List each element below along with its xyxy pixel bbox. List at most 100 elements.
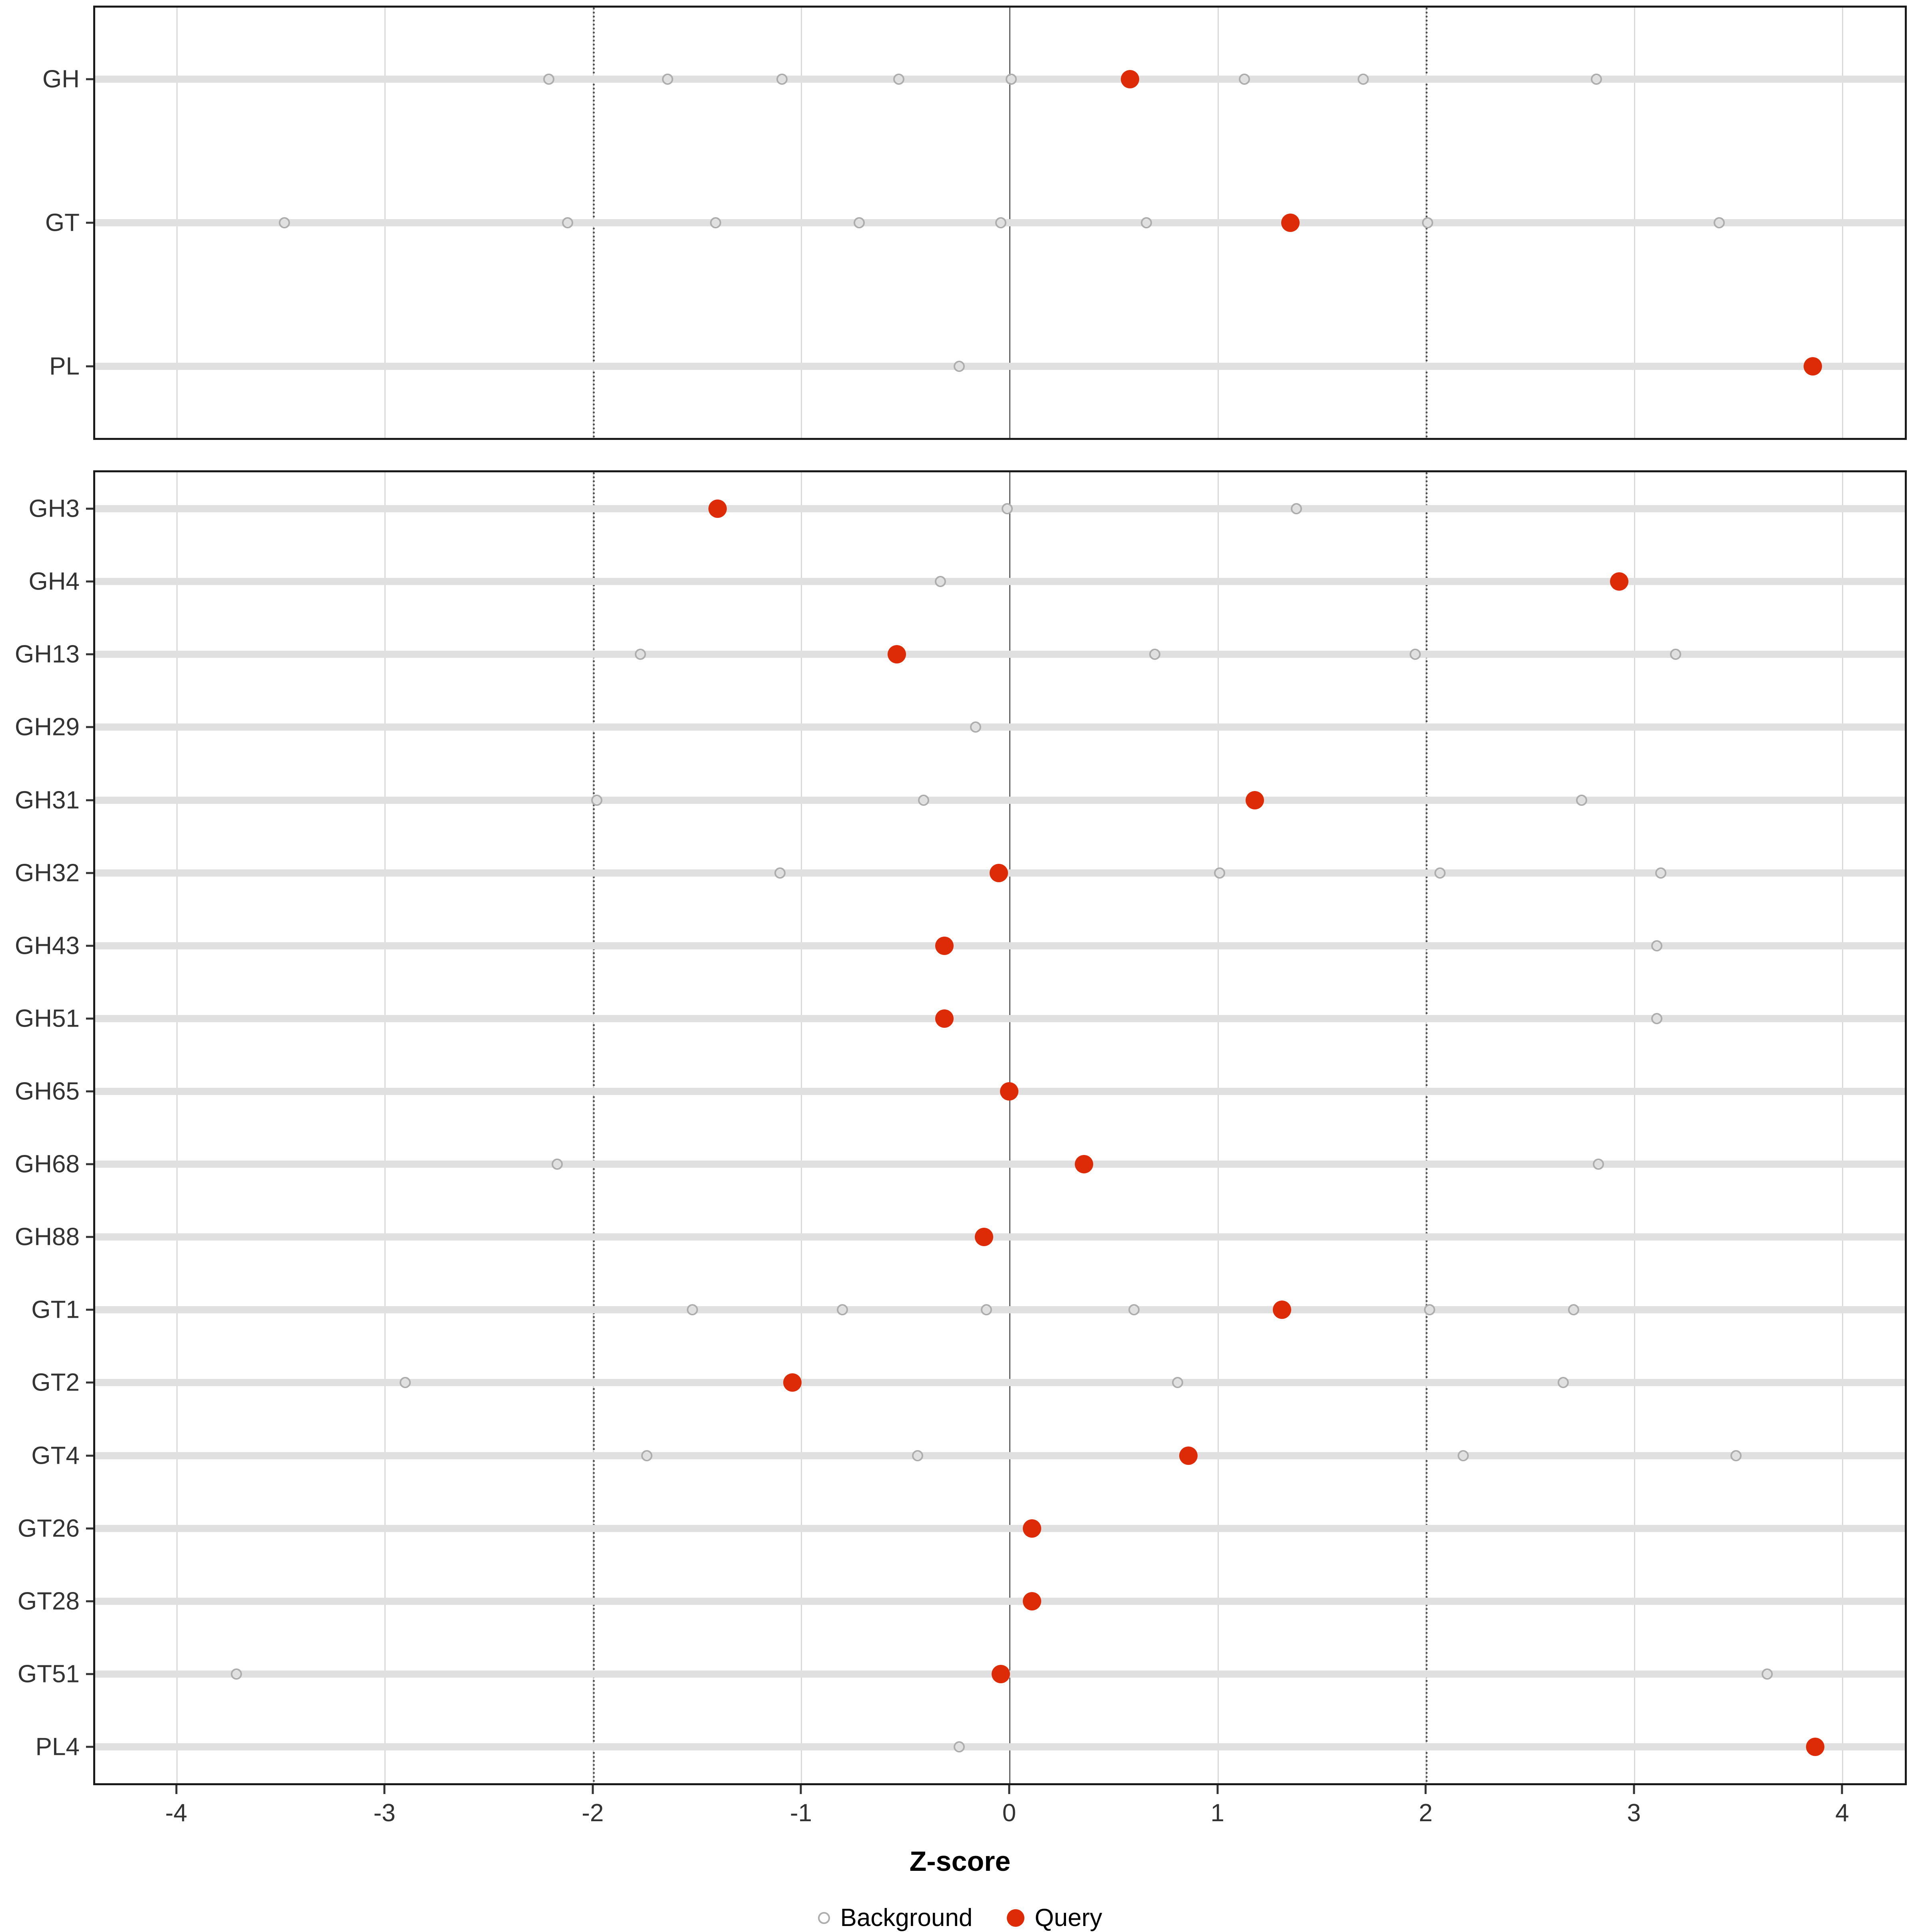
background-point <box>591 794 602 806</box>
query-point <box>1281 214 1300 232</box>
background-point <box>1434 867 1446 879</box>
y-axis-label-GT4: GT4 <box>31 1442 80 1469</box>
y-axis-label-PL: PL <box>49 352 80 380</box>
background-point <box>662 74 673 85</box>
row-band-GT26 <box>95 1524 1905 1532</box>
query-point <box>1272 1301 1291 1319</box>
legend-label-background: Background <box>840 1904 973 1932</box>
y-axis-label-GT2: GT2 <box>31 1369 80 1397</box>
background-point <box>1357 74 1369 85</box>
background-point <box>1149 649 1161 660</box>
query-point <box>1023 1519 1042 1538</box>
background-point <box>231 1668 242 1680</box>
query-point <box>1804 357 1822 376</box>
query-point <box>887 645 906 664</box>
y-tick-GH68 <box>86 1163 93 1165</box>
query-point <box>708 499 727 518</box>
y-axis-label-GH68: GH68 <box>15 1150 80 1178</box>
gridline-x-0 <box>1009 472 1010 1783</box>
y-tick-GT26 <box>86 1527 93 1530</box>
y-tick-PL4 <box>86 1746 93 1748</box>
query-point <box>1023 1592 1042 1610</box>
panel-family-level <box>93 470 1907 1785</box>
y-axis-label-GH51: GH51 <box>15 1005 80 1033</box>
background-point <box>1557 1377 1569 1389</box>
y-tick-GT28 <box>86 1600 93 1602</box>
x-tick-label--3: -3 <box>373 1799 396 1827</box>
y-tick-GH4 <box>86 580 93 583</box>
plot-area-family-level <box>95 472 1905 1783</box>
background-point <box>837 1304 848 1316</box>
x-tick-label--2: -2 <box>582 1799 604 1827</box>
background-point <box>1651 1013 1662 1024</box>
y-tick-GH <box>86 78 93 80</box>
background-point <box>1141 217 1152 228</box>
row-band-GH4 <box>95 578 1905 585</box>
y-axis-label-GH32: GH32 <box>15 859 80 887</box>
background-point <box>635 649 646 660</box>
background-point <box>776 74 788 85</box>
row-band-GT28 <box>95 1597 1905 1605</box>
background-point <box>552 1159 563 1170</box>
row-band-GH68 <box>95 1161 1905 1168</box>
y-tick-GT1 <box>86 1309 93 1311</box>
y-axis-label-GT28: GT28 <box>17 1587 80 1615</box>
background-point <box>279 217 290 228</box>
y-axis-label-GH4: GH4 <box>28 567 80 595</box>
background-point <box>853 217 865 228</box>
y-axis-label-GT: GT <box>45 209 80 237</box>
x-axis-title: Z-score <box>909 1846 1011 1877</box>
gridline-x-1 <box>1217 472 1219 1783</box>
query-point <box>1179 1446 1198 1465</box>
background-point <box>934 576 946 587</box>
query-point <box>1610 572 1629 591</box>
legend-item-background[interactable]: Background <box>818 1902 973 1932</box>
background-point <box>1291 503 1302 515</box>
y-axis-label-GH13: GH13 <box>15 640 80 668</box>
x-tick-mark-4 <box>1841 1785 1843 1794</box>
gridline-x--1 <box>801 472 802 1783</box>
row-band-PL <box>95 362 1905 370</box>
y-tick-GT <box>86 222 93 224</box>
y-tick-GT2 <box>86 1381 93 1384</box>
y-tick-GH65 <box>86 1090 93 1093</box>
filled-circle-icon <box>1006 1909 1024 1927</box>
gridline-x--3 <box>384 472 386 1783</box>
background-point <box>980 1304 992 1316</box>
y-tick-GH32 <box>86 872 93 874</box>
query-point <box>975 1228 994 1247</box>
x-tick-label-2: 2 <box>1418 1799 1433 1827</box>
row-band-GT1 <box>95 1306 1905 1314</box>
y-axis-label-GT26: GT26 <box>17 1514 80 1542</box>
row-band-GH29 <box>95 723 1905 731</box>
x-tick-label--4: -4 <box>165 1799 188 1827</box>
y-tick-GH88 <box>86 1236 93 1238</box>
y-tick-GT4 <box>86 1454 93 1456</box>
background-point <box>1576 794 1588 806</box>
query-point <box>1246 791 1264 809</box>
x-tick-label-0: 0 <box>1002 1799 1016 1827</box>
query-point <box>935 936 954 955</box>
row-band-GH13 <box>95 651 1905 658</box>
row-band-GH31 <box>95 796 1905 804</box>
background-point <box>1651 940 1662 951</box>
background-point <box>1422 217 1434 228</box>
background-point <box>1006 74 1017 85</box>
y-tick-GH43 <box>86 945 93 947</box>
legend-item-query[interactable]: Query <box>1006 1902 1102 1932</box>
legend-label-query: Query <box>1034 1904 1102 1932</box>
background-point <box>641 1450 652 1461</box>
row-band-GT4 <box>95 1452 1905 1459</box>
y-axis-label-GH88: GH88 <box>15 1223 80 1251</box>
background-point <box>1590 74 1602 85</box>
background-point <box>1730 1450 1742 1461</box>
y-tick-GH3 <box>86 507 93 510</box>
background-point <box>1670 649 1681 660</box>
background-point <box>687 1304 698 1316</box>
query-point <box>1120 70 1139 89</box>
chart-legend: Background Query <box>0 1901 1920 1932</box>
background-point <box>1593 1159 1604 1170</box>
y-axis-label-GH3: GH3 <box>28 495 80 523</box>
y-tick-GH51 <box>86 1017 93 1020</box>
